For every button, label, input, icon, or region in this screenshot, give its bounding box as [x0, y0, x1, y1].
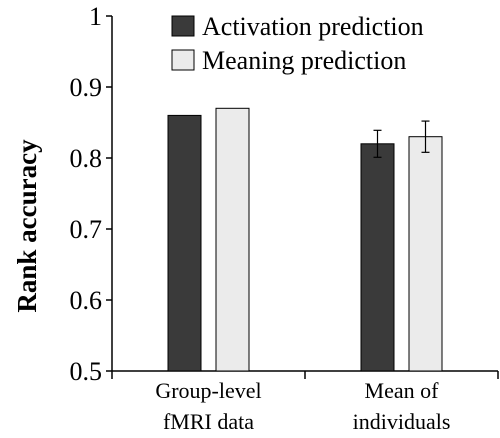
legend-swatch [171, 49, 195, 71]
y-tick-label: 0.5 [70, 357, 103, 386]
x-category-label: fMRI data [163, 409, 254, 434]
y-tick-label: 0.9 [70, 73, 103, 102]
bar [215, 107, 250, 372]
legend-label: Activation prediction [202, 12, 424, 41]
y-tick-label: 0.7 [70, 215, 103, 244]
bar [167, 114, 202, 372]
legend: Activation prediction Meaning prediction [171, 12, 424, 75]
x-category-label: individuals [353, 409, 451, 434]
y-tick-label: 1 [89, 2, 102, 31]
y-axis-title: Rank accuracy [12, 139, 42, 313]
y-tick-label: 0.8 [70, 144, 103, 173]
legend-label: Meaning prediction [202, 46, 406, 75]
legend-swatch [171, 15, 195, 37]
x-category-label: Mean of [365, 378, 440, 403]
plot-area: 0.5 0.6 0.7 0.8 0.9 1 Group-level fMRI data Mean… [70, 2, 499, 434]
x-category-label: Group-level [155, 378, 261, 403]
bar [408, 136, 443, 372]
bar [360, 143, 395, 372]
y-tick-label: 0.6 [70, 286, 103, 315]
